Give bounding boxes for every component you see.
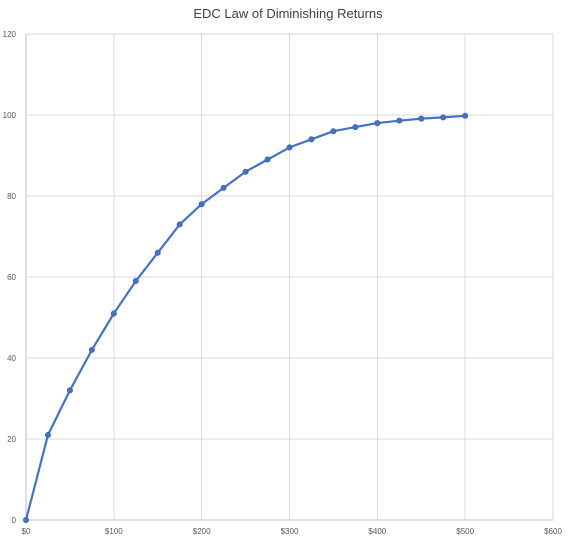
- y-tick-label: 120: [3, 30, 17, 39]
- data-point: [286, 144, 293, 151]
- data-point: [396, 117, 403, 124]
- x-tick-label: $200: [193, 527, 211, 536]
- x-tick-label: $500: [456, 527, 474, 536]
- data-points: [22, 112, 469, 524]
- tick-labels: $0 $100 $200 $300 $400 $500 $600 0 20 40 60 80 100 12…: [3, 30, 563, 536]
- data-point: [44, 431, 51, 438]
- data-point: [220, 184, 227, 191]
- x-tick-label: $600: [544, 527, 562, 536]
- data-series: [24, 114, 466, 521]
- data-point: [88, 346, 95, 353]
- data-point: [198, 201, 205, 208]
- y-tick-label: 40: [7, 354, 16, 363]
- y-tick-label: 80: [7, 192, 16, 201]
- data-point: [264, 156, 271, 163]
- x-tick-label: $400: [368, 527, 386, 536]
- data-point: [154, 249, 161, 256]
- y-tick-label: 100: [3, 111, 17, 120]
- data-point: [330, 128, 337, 135]
- y-tick-label: 60: [7, 273, 16, 282]
- x-tick-label: $300: [281, 527, 299, 536]
- y-tick-label: 20: [7, 435, 16, 444]
- data-point: [132, 278, 139, 285]
- data-point: [66, 387, 73, 394]
- data-point: [308, 136, 315, 143]
- data-point: [418, 115, 425, 122]
- data-point: [352, 124, 359, 131]
- data-point: [462, 112, 469, 119]
- chart-title: EDC Law of Diminishing Returns: [193, 6, 383, 21]
- series-line: [24, 114, 466, 521]
- data-point: [22, 517, 29, 524]
- gridlines: [25, 33, 554, 521]
- data-point: [374, 120, 381, 127]
- data-point: [242, 168, 249, 175]
- x-tick-label: $0: [22, 527, 31, 536]
- y-tick-label: 0: [12, 516, 17, 525]
- x-tick-label: $100: [105, 527, 123, 536]
- data-point: [110, 310, 117, 317]
- data-point: [176, 221, 183, 228]
- data-point: [440, 114, 447, 121]
